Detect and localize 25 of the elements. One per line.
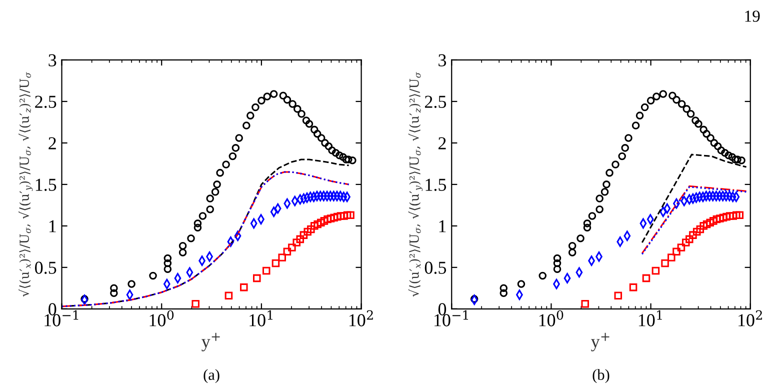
text: √⟨(u′$_{x}$)²⟩/U$_{σ}$, √⟨(u′$_{y}$)²⟩/U$_{σ}$, √⟨(u′$_{z}$)²⟩/U$_{σ}$	[18, 72, 33, 297]
y-tick-label: 0.5	[35, 262, 56, 274]
x-tick-label: 10$^{1}$	[638, 310, 662, 326]
y-tick-label: 3	[48, 54, 56, 66]
y-tick-label: 2	[48, 137, 56, 150]
x-tick-label: 10$^{2}$	[349, 310, 373, 326]
text: (a)	[204, 369, 220, 384]
y-tick-label: 3	[438, 54, 446, 66]
x-tick-label: 10$^{2}$	[738, 310, 762, 326]
x-tick-label: 10$^{1}$	[250, 310, 272, 326]
y-tick-label: 1.5	[36, 178, 56, 191]
y-tick-label: 2.5	[35, 96, 56, 108]
y-tick-label: 1.5	[426, 178, 446, 191]
x-tick-label: 10$^{0}$	[539, 310, 564, 326]
x-tick-label: 10$^{0}$	[150, 310, 174, 326]
y-tick-label: 0.5	[424, 262, 446, 274]
text: √⟨(u′$_{x}$)²⟩/U$_{σ}$, √⟨(u′$_{y}$)²⟩/U$_{σ}$, √⟨(u′$_{z}$)²⟩/U$_{σ}$	[408, 72, 423, 297]
y-tick-label: 1	[49, 220, 56, 232]
y-tick-label: 2.5	[424, 96, 446, 108]
text: 19	[745, 10, 760, 22]
x-axis-title: y$^{+}$	[591, 332, 610, 352]
y-tick-label: 2	[438, 137, 446, 150]
text: (b)	[592, 369, 610, 384]
x-axis-title: y$^{+}$	[202, 332, 220, 352]
y-tick-label: 1	[439, 220, 446, 232]
